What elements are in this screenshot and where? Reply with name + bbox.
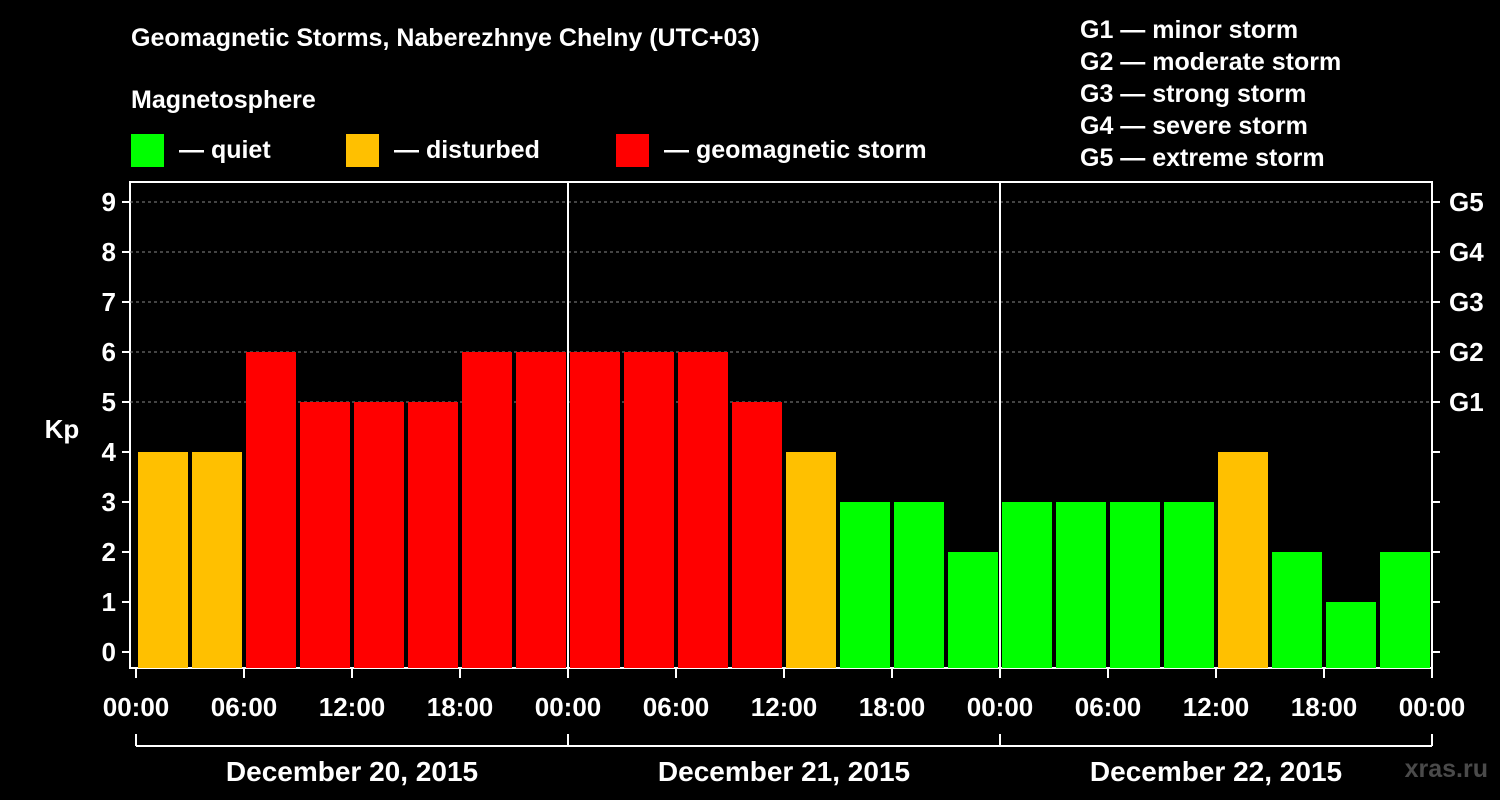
y-tick-label-5: 5 [102, 387, 116, 417]
kp-bar-18 [1110, 502, 1160, 668]
kp-bar-19 [1164, 502, 1214, 668]
x-tick-label-7: 18:00 [859, 692, 926, 722]
x-tick-label-3: 18:00 [427, 692, 494, 722]
day-label-0: December 20, 2015 [226, 756, 478, 787]
right-axis-label-g5: G5 [1449, 187, 1484, 217]
right-axis-label-g4: G4 [1449, 237, 1484, 267]
y-tick-label-6: 6 [102, 337, 116, 367]
kp-bar-23 [1380, 552, 1430, 668]
kp-bar-16 [1002, 502, 1052, 668]
kp-bar-5 [408, 402, 458, 668]
kp-bar-17 [1056, 502, 1106, 668]
y-tick-label-7: 7 [102, 287, 116, 317]
kp-bar-21 [1272, 552, 1322, 668]
y-tick-label-0: 0 [102, 637, 116, 667]
kp-bar-15 [948, 552, 998, 668]
kp-bar-8 [570, 352, 620, 668]
kp-bar-20 [1218, 452, 1268, 668]
y-tick-label-9: 9 [102, 187, 116, 217]
right-axis-label-g1: G1 [1449, 387, 1484, 417]
x-tick-label-8: 00:00 [967, 692, 1034, 722]
x-tick-label-12: 00:00 [1399, 692, 1466, 722]
kp-bar-22 [1326, 602, 1376, 668]
kp-bar-1 [192, 452, 242, 668]
x-tick-label-4: 00:00 [535, 692, 602, 722]
kp-bar-4 [354, 402, 404, 668]
x-tick-label-0: 00:00 [103, 692, 170, 722]
x-tick-label-9: 06:00 [1075, 692, 1142, 722]
right-axis-label-g3: G3 [1449, 287, 1484, 317]
watermark: xras.ru [1405, 755, 1488, 784]
kp-bar-11 [732, 402, 782, 668]
kp-bar-10 [678, 352, 728, 668]
y-tick-label-3: 3 [102, 487, 116, 517]
kp-bar-0 [138, 452, 188, 668]
kp-bar-7 [516, 352, 566, 668]
y-tick-label-8: 8 [102, 237, 116, 267]
kp-bar-14 [894, 502, 944, 668]
y-tick-label-4: 4 [102, 437, 117, 467]
x-tick-label-1: 06:00 [211, 692, 278, 722]
x-tick-label-10: 12:00 [1183, 692, 1250, 722]
kp-bar-chart: 0 1 2 3 4 5 6 7 8 9 G1 G2 G3 G4 G5 Kp 00:00 06:00 12:00 18:… [0, 0, 1500, 800]
kp-bar-6 [462, 352, 512, 668]
day-label-2: December 22, 2015 [1090, 756, 1342, 787]
kp-bar-2 [246, 352, 296, 668]
x-tick-label-6: 12:00 [751, 692, 818, 722]
kp-bar-13 [840, 502, 890, 668]
kp-bar-12 [786, 452, 836, 668]
x-tick-label-2: 12:00 [319, 692, 386, 722]
kp-bar-3 [300, 402, 350, 668]
kp-bar-9 [624, 352, 674, 668]
y-axis-title: Kp [45, 414, 80, 444]
right-axis-label-g2: G2 [1449, 337, 1484, 367]
x-tick-label-5: 06:00 [643, 692, 710, 722]
x-tick-label-11: 18:00 [1291, 692, 1358, 722]
day-label-1: December 21, 2015 [658, 756, 910, 787]
y-tick-label-2: 2 [102, 537, 116, 567]
y-tick-label-1: 1 [102, 587, 116, 617]
